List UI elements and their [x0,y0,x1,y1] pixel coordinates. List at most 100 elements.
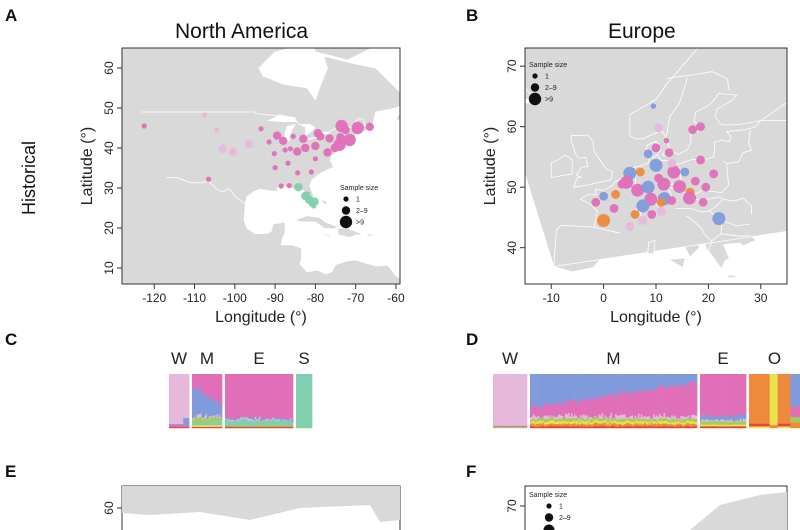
structure-bar-segment [567,421,570,424]
structure-bar-segment [566,374,569,402]
structure-bar-segment [602,426,605,429]
structure-bar-segment [236,416,239,420]
structure-bar-segment [611,397,614,419]
structure-bar-segment [196,425,198,428]
sample-point [683,191,697,205]
structure-bar-segment [700,416,702,422]
structure-bar-segment [631,374,634,391]
structure-bar-segment [580,426,582,429]
structure-bar-segment [795,422,798,429]
structure-bar-segment [787,426,790,429]
structure-bar-segment [297,374,300,429]
structure-bar-segment [533,423,535,427]
structure-bar-segment [554,403,557,418]
structure-bar-segment [201,418,204,420]
structure-bar-segment [213,426,216,429]
structure-bar-segment [709,374,712,417]
structure-bar-segment [580,415,582,419]
structure-bar-segment [493,374,495,426]
structure-bar-segment [621,422,623,425]
structure-bar-segment [628,418,631,422]
structure-bar-segment [545,374,548,404]
structure-bar-segment [198,414,201,419]
structure-bar-segment [681,425,684,428]
structure-bar-segment [718,416,721,422]
structure-bar-segment [619,374,622,392]
structure-bar-segment [637,418,640,423]
structure-bar-segment [254,374,257,416]
structure-bar-segment [530,420,532,423]
structure-bar-segment [233,417,236,421]
structure-bar-segment [716,426,719,429]
structure-bar-segment [611,418,614,420]
structure-bar-segment [735,414,738,421]
structure-bar-segment [608,426,611,429]
structure-bar-segment [566,423,569,427]
structure-bar-segment [270,426,273,429]
structure-bar-segment [531,374,534,406]
structure-bar-segment [522,426,525,429]
structure-bar-segment [634,415,637,420]
structure-bar-segment [557,420,560,425]
sample-point [258,126,264,132]
structure-bar-segment [211,415,213,417]
structure-bar-segment [271,425,274,428]
structure-bar-segment [229,418,232,421]
structure-bar-segment [183,426,186,429]
structure-bar-segment [276,425,278,428]
structure-bar-segment [733,426,736,429]
structure-bar-segment [508,425,511,428]
structure-bar-segment [768,423,771,427]
structure-bar-segment [663,413,666,419]
structure-bar-segment [302,374,305,428]
structure-bar-segment [288,420,291,426]
structure-bar-segment [543,422,546,426]
structure-bar-segment [672,386,675,417]
structure-bar-segment [739,421,742,425]
structure-bar-segment [522,425,525,428]
structure-bar-segment [764,374,767,424]
structure-bar-segment [677,418,680,420]
structure-bar-segment [680,415,683,420]
structure-bar-segment [227,418,230,419]
structure-bar-segment [749,374,751,424]
structure-bar-segment [761,423,764,427]
structure-bar-segment [613,417,616,419]
structure-bar-segment [540,374,543,410]
structure-bar-segment [540,418,543,422]
structure-bar-segment [710,420,713,422]
structure-bar-segment [546,426,549,429]
structure-bar-segment [290,416,292,419]
structure-bar-segment [171,425,174,428]
map-plot-area [525,48,787,284]
structure-bar-segment [618,421,620,425]
structure-bar-segment [768,426,771,429]
structure-bar-segment [640,418,643,422]
structure-bar-segment [578,420,581,424]
structure-bar-segment [567,418,570,422]
structure-bar-segment [721,415,724,420]
structure-bar-segment [666,416,669,420]
structure-bar-segment [266,419,268,421]
structure-bar-segment [706,415,709,420]
structure-bar-segment [622,390,625,415]
structure-bar-segment [643,422,646,427]
structure-bar-segment [666,419,669,422]
structure-bar-segment [608,394,611,417]
structure-bar-segment [239,425,241,428]
structure-bar-segment [592,421,595,425]
structure-bar-segment [503,426,506,429]
structure-bar-segment [750,426,753,429]
structure-bar-segment [592,374,595,400]
structure-bar-segment [226,426,229,429]
y-tick-label: 20 [102,221,116,235]
structure-bar-segment [636,423,639,427]
structure-bar-segment [534,404,537,417]
structure-bar-segment [707,419,710,422]
structure-bar-segment [727,374,730,417]
structure-bar-segment [727,420,730,422]
structure-bar-segment [548,424,551,427]
structure-bar-segment [788,426,791,429]
structure-bar-segment [633,426,636,429]
structure-bar-segment [572,423,575,427]
